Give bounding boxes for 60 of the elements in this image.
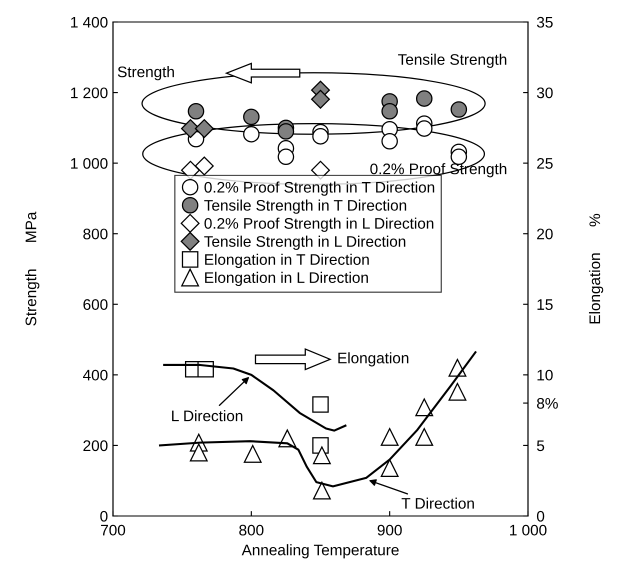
y-tick-label: 400 xyxy=(83,370,108,381)
x-axis-title: Annealing Temperature xyxy=(242,544,399,558)
annotation: Elongation xyxy=(338,352,408,366)
point xyxy=(194,119,214,138)
legend-label: Elongation in L Direction xyxy=(205,272,368,286)
legend-label: 0.2% Proof Strength in L Direction xyxy=(204,218,434,232)
y2-tick-label: 15 xyxy=(538,299,553,310)
point xyxy=(243,108,260,126)
point xyxy=(380,459,399,477)
point xyxy=(415,428,434,446)
y2-tick-label: 10 xyxy=(538,370,553,381)
x-tick-label: 700 xyxy=(101,524,126,536)
y-tick-label: 1 400 xyxy=(71,16,108,28)
point xyxy=(194,156,214,176)
point xyxy=(278,123,294,140)
y2-tick-label: 8% xyxy=(536,398,558,409)
x-tick-label: 900 xyxy=(378,524,402,536)
annotation: Strength xyxy=(118,66,174,80)
legend-label: 0.2% Proof Strength in T Direction xyxy=(204,181,434,196)
y-tick-label: 200 xyxy=(83,440,108,452)
point xyxy=(312,128,329,145)
legend-label: Elongation in T Direction xyxy=(205,254,369,268)
annotation: 0.2% Proof Strength xyxy=(370,163,506,178)
point xyxy=(312,446,331,464)
point xyxy=(448,382,466,401)
y-tick-label: 800 xyxy=(83,228,108,240)
annotation: Tensile Strength xyxy=(398,54,506,68)
point xyxy=(380,428,399,446)
y-tick-label: 1 000 xyxy=(71,158,108,169)
y2-axis-title: Elongation % xyxy=(588,214,604,324)
point xyxy=(244,444,262,463)
legend-label: Tensile Strength in T Direction xyxy=(204,200,406,214)
y2-tick-label: 30 xyxy=(536,87,553,98)
y2-tick-label: 25 xyxy=(537,158,553,169)
y-tick-label: 0 xyxy=(100,510,108,522)
point xyxy=(450,101,468,118)
point xyxy=(243,126,260,142)
point xyxy=(312,396,329,413)
y2-tick-label: 5 xyxy=(536,440,544,452)
point xyxy=(415,398,434,416)
point xyxy=(188,103,204,120)
point xyxy=(381,133,398,150)
y-axis-title: Strength MPa xyxy=(25,212,40,326)
x-tick-label: 800 xyxy=(239,524,264,536)
y2-tick-label: 35 xyxy=(536,16,553,28)
y-tick-label: 1 200 xyxy=(71,87,108,98)
x-tick-label: 1 000 xyxy=(510,524,547,536)
point xyxy=(312,482,331,500)
point xyxy=(381,103,398,120)
point xyxy=(311,90,330,109)
y2-tick-label: 20 xyxy=(537,228,553,240)
y-tick-label: 600 xyxy=(83,299,108,310)
point xyxy=(416,90,433,107)
point xyxy=(416,120,433,137)
annotation: T Direction xyxy=(402,498,474,509)
annotation: L Direction xyxy=(172,410,242,422)
y2-tick-label: 0 xyxy=(536,510,544,522)
legend-label: Tensile Strength in L Direction xyxy=(204,236,406,250)
point xyxy=(278,148,294,166)
point xyxy=(190,444,208,462)
